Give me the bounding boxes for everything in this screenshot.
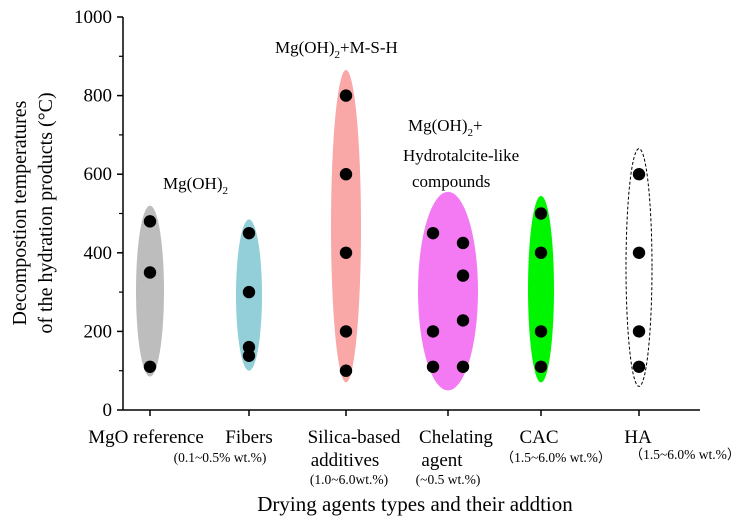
category-ellipse xyxy=(331,70,361,383)
data-point xyxy=(339,325,353,338)
axis-titles: Decompostion temperatures of the hydrati… xyxy=(9,92,573,516)
y-tick-label: 600 xyxy=(84,164,113,185)
annotation-silica-sub: 2 xyxy=(335,49,341,61)
category-label-silica-line2: additives xyxy=(311,450,380,471)
category-ellipse xyxy=(136,205,164,377)
y-axis-title-line2: of the hydration products (°C) xyxy=(35,92,57,333)
data-point xyxy=(426,226,440,240)
x-ticks xyxy=(149,410,640,416)
annotation-silica-text: Mg(OH) xyxy=(275,38,335,57)
category-label-fibers: Fibers xyxy=(225,427,273,448)
annotation-chelating-after: + xyxy=(473,116,483,135)
data-point xyxy=(534,325,548,338)
category-label-ha: HA xyxy=(624,427,652,448)
annotation-mgo-sub: 2 xyxy=(223,185,229,197)
data-point xyxy=(456,236,470,250)
data-point xyxy=(143,266,157,279)
data-point xyxy=(242,340,256,354)
data-point xyxy=(339,246,353,259)
category-label-chelating-line1: Chelating xyxy=(419,427,493,448)
annotation-chelating-line2: Hydrotalcite-like xyxy=(403,146,519,165)
addition-label-chelating: (~0.5 wt.%) xyxy=(416,472,481,487)
category-label-silica-line1: Silica-based xyxy=(308,427,401,448)
category-ellipse xyxy=(625,148,653,387)
y-tick-label: 1000 xyxy=(74,7,112,28)
data-point xyxy=(143,360,157,373)
point-layer xyxy=(143,89,646,377)
data-point xyxy=(456,269,470,282)
category-label-cac: CAC xyxy=(519,427,558,448)
ellipse-layer xyxy=(136,70,653,391)
data-point xyxy=(339,364,353,377)
y-axis-title-line1: Decompostion temperatures xyxy=(9,100,31,325)
data-point xyxy=(534,360,548,373)
data-point xyxy=(426,360,440,373)
data-point xyxy=(143,215,157,228)
data-point xyxy=(242,285,256,299)
addition-label-ha: （1.5~6.0% wt.%） xyxy=(630,447,741,462)
addition-label-mgo: (0.1~0.5% wt.%) xyxy=(174,450,267,465)
data-point xyxy=(242,349,256,362)
category-labels: MgO reference (0.1~0.5% wt.%) Fibers Sil… xyxy=(88,427,740,487)
addition-label-silica: (1.0~6.0wt.%) xyxy=(310,472,388,487)
annotation-mgo: Mg(OH)2 xyxy=(163,174,228,197)
data-point xyxy=(242,226,256,240)
data-point xyxy=(456,360,470,373)
annotation-chelating-sub: 2 xyxy=(468,127,474,139)
x-axis-title: Drying agents types and their addtion xyxy=(257,492,573,516)
category-label-chelating-line2: agent xyxy=(421,450,463,471)
annotation-mgo-text: Mg(OH) xyxy=(163,174,223,193)
data-point xyxy=(534,246,548,259)
annotation-chelating-text: Mg(OH) xyxy=(408,116,468,135)
data-point xyxy=(632,325,646,338)
data-point xyxy=(456,314,470,327)
axes xyxy=(122,17,700,411)
data-point xyxy=(632,246,646,259)
data-point xyxy=(632,168,646,181)
annotation-silica: Mg(OH)2+M-S-H xyxy=(275,38,398,61)
y-tick-label: 400 xyxy=(84,243,113,264)
category-ellipse xyxy=(418,191,478,391)
data-point xyxy=(632,360,646,373)
y-ticks: 0 200 400 600 800 1000 xyxy=(74,7,123,421)
category-ellipse xyxy=(528,195,554,383)
data-point xyxy=(534,207,548,220)
addition-label-cac: （1.5~6.0% wt.%） xyxy=(501,450,612,465)
y-tick-label: 800 xyxy=(84,86,113,107)
data-point xyxy=(426,325,440,338)
data-point xyxy=(339,168,353,181)
annotation-chelating-line3: compounds xyxy=(412,172,490,191)
annotation-chelating-line1: Mg(OH)2+ xyxy=(408,116,483,139)
y-tick-label: 200 xyxy=(84,321,113,342)
category-label-mgo: MgO reference xyxy=(88,427,204,448)
annotations: Mg(OH)2 Mg(OH)2+M-S-H Mg(OH)2+ Hydrotalc… xyxy=(163,38,519,197)
y-tick-label: 0 xyxy=(103,400,113,421)
annotation-silica-after: +M-S-H xyxy=(340,38,398,57)
data-point xyxy=(339,89,353,102)
